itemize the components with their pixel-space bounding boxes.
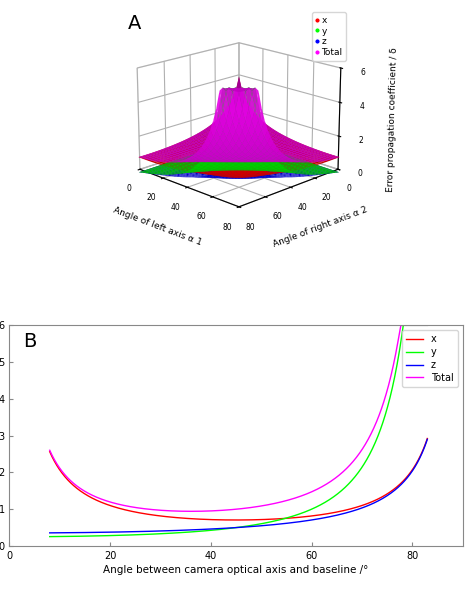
Total <box>424 322 430 329</box>
x <box>372 497 378 504</box>
y <box>276 517 282 524</box>
z <box>47 529 52 536</box>
Text: B: B <box>23 332 36 351</box>
z <box>372 499 378 506</box>
Legend: x, y, z, Total: x, y, z, Total <box>402 330 458 387</box>
z <box>287 519 293 526</box>
x <box>70 481 76 488</box>
Total <box>47 446 52 454</box>
Total <box>334 473 339 481</box>
y <box>424 322 430 329</box>
X-axis label: Angle between camera optical axis and baseline /°: Angle between camera optical axis and ba… <box>103 565 369 575</box>
Y-axis label: Angle of right axis α 2: Angle of right axis α 2 <box>272 205 369 248</box>
Total <box>277 499 282 506</box>
Total <box>288 496 294 503</box>
y <box>372 440 378 447</box>
Line: y: y <box>50 325 427 536</box>
y <box>266 518 272 526</box>
Legend: x, y, z, Total: x, y, z, Total <box>312 12 346 61</box>
y <box>401 322 406 329</box>
Total <box>70 479 76 487</box>
x <box>47 448 52 455</box>
x <box>267 515 272 523</box>
z <box>70 529 76 536</box>
Line: Total: Total <box>50 325 427 511</box>
X-axis label: Angle of left axis α 1: Angle of left axis α 1 <box>112 206 203 247</box>
Total <box>398 322 404 329</box>
Text: A: A <box>128 14 141 33</box>
y <box>47 533 52 540</box>
x <box>277 515 282 523</box>
Total <box>372 421 378 428</box>
z <box>266 521 272 529</box>
Total <box>267 501 272 508</box>
Line: x: x <box>50 439 427 520</box>
z <box>424 436 430 443</box>
Line: z: z <box>50 439 427 533</box>
Total <box>188 508 194 515</box>
z <box>276 521 282 528</box>
y <box>333 491 339 499</box>
x <box>233 517 239 524</box>
y <box>287 514 293 521</box>
z <box>333 512 339 519</box>
x <box>334 508 339 515</box>
x <box>288 514 294 521</box>
x <box>424 435 430 442</box>
y <box>70 533 76 540</box>
